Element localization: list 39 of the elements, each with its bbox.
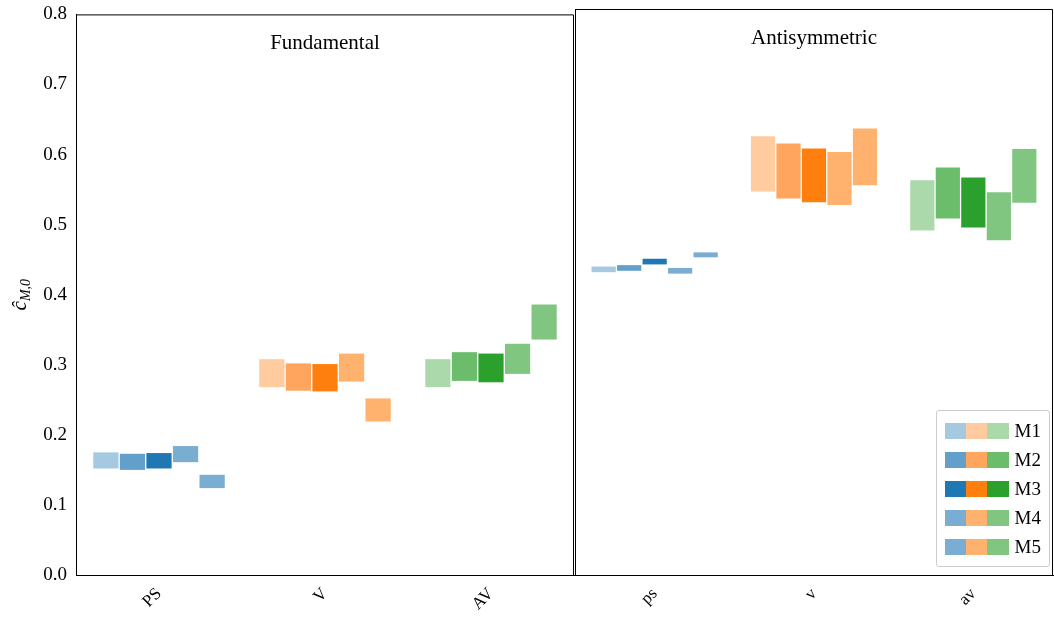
bar	[425, 359, 451, 388]
text: Fundamental	[270, 29, 380, 54]
bar	[259, 359, 285, 388]
y-tick-label: 0.8	[43, 2, 67, 24]
bar	[93, 452, 119, 469]
bar	[935, 167, 960, 219]
y-tick-label: 0.5	[43, 212, 67, 234]
bar	[961, 177, 986, 228]
x-tick-label: av	[954, 583, 980, 609]
y-tick-label: 0.3	[43, 352, 67, 374]
x-tick-label: PS	[138, 583, 165, 611]
legend-label: M4	[1014, 506, 1041, 529]
x-tick-label: AV	[467, 583, 498, 614]
y-axis-title: ĉM,0	[6, 278, 33, 311]
text: Antisymmetric	[751, 24, 877, 49]
legend-label: M2	[1014, 448, 1041, 471]
x-tick-label: ps	[636, 583, 661, 608]
bar	[801, 148, 827, 203]
legend-label: M3	[1014, 477, 1041, 500]
y-tick-label: 0.7	[43, 72, 67, 94]
bar	[451, 352, 478, 381]
bar	[146, 453, 172, 469]
legend-label: M1	[1014, 419, 1041, 442]
y-tick-label: 0.4	[43, 282, 68, 304]
legend-label: M5	[1014, 535, 1041, 558]
bar	[285, 363, 312, 391]
bar	[910, 180, 935, 231]
y-tick-label: 0.0	[43, 562, 67, 584]
bar	[776, 143, 801, 199]
bar	[750, 136, 776, 192]
x-tick-label: V	[308, 583, 332, 606]
x-tick-label: v	[800, 583, 821, 604]
y-tick-label: 0.2	[43, 422, 67, 444]
bar	[617, 265, 642, 271]
bar	[119, 453, 146, 470]
y-tick-label: 0.1	[43, 492, 67, 514]
y-tick-label: 0.6	[43, 142, 67, 164]
bar	[312, 364, 338, 392]
bar	[478, 353, 504, 383]
